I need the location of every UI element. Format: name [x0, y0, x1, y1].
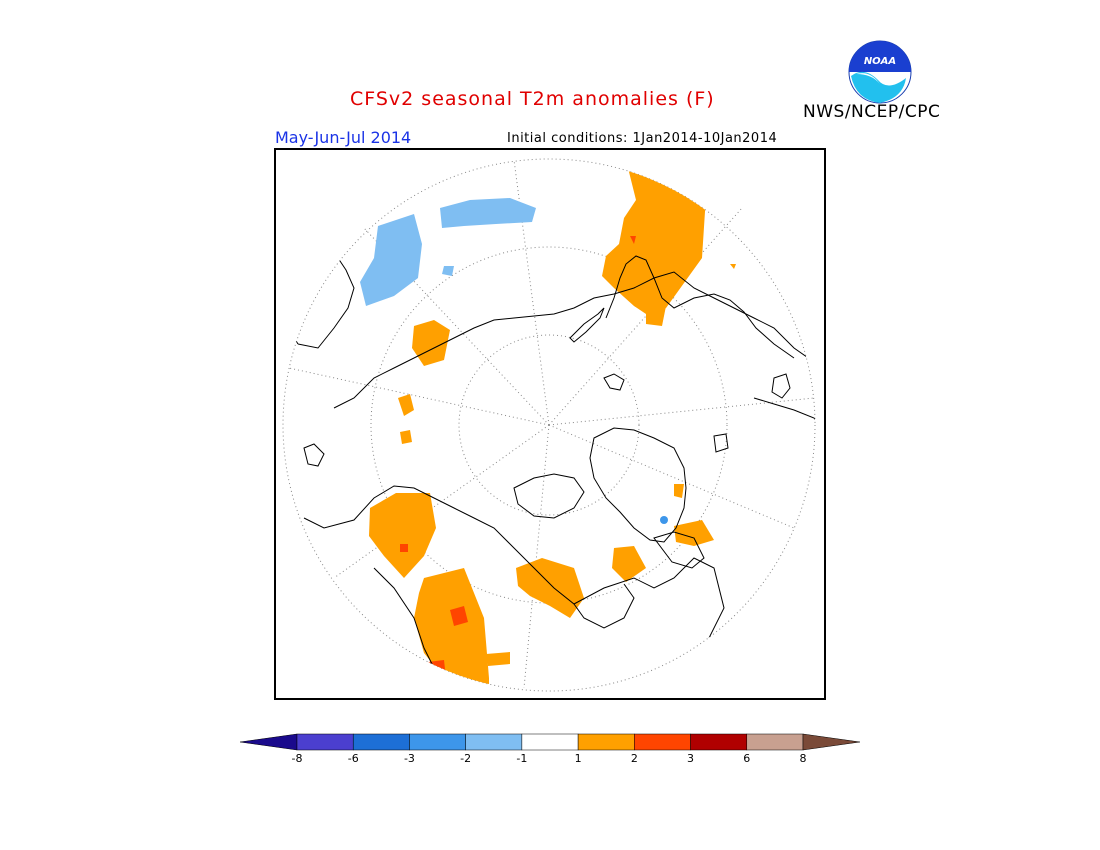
warm-patch-alaska: [369, 493, 436, 578]
cool-patch-northpacific: [440, 198, 536, 228]
warm2-patch-europe: [630, 236, 636, 244]
colorbar-swatch: [409, 733, 466, 751]
coastline-europe: [753, 397, 815, 429]
colorbar-swatch: [521, 733, 579, 751]
meridian: [548, 207, 743, 426]
meridian: [548, 424, 795, 529]
meridian: [288, 367, 550, 426]
colorbar-swatch: [465, 733, 523, 751]
coastline-novaya-zemlya: [569, 307, 605, 343]
coastline-british-isles: [771, 373, 791, 399]
coastlines: [287, 255, 815, 691]
graticule: [282, 158, 816, 692]
colorbar: [240, 733, 860, 751]
logo-text: NOAA: [864, 56, 896, 67]
coastline-japan: [303, 443, 325, 467]
map-title: CFSv2 seasonal T2m anomalies (F): [350, 88, 715, 110]
warm-patch-western-us: [414, 568, 489, 691]
warm-patch-greenland: [516, 558, 584, 618]
cool-patch-point: [660, 516, 668, 524]
colorbar-tick-label: -6: [347, 752, 359, 765]
polar-map: [274, 148, 826, 700]
colorbar-tick-label: 8: [799, 752, 807, 765]
initial-conditions: Initial conditions: 1Jan2014-10Jan2014: [507, 131, 778, 146]
colorbar-tick-label: -2: [460, 752, 472, 765]
coastline-siberia: [333, 271, 815, 409]
colorbar-tick-label: -3: [403, 752, 415, 765]
latitude-circle-inner: [458, 334, 640, 516]
coastline-canada-archipelago: [513, 473, 585, 519]
colorbar-swatch: [690, 733, 748, 751]
anomaly-shading: [360, 160, 736, 691]
warm-patch-scandinavia: [646, 300, 666, 326]
meridian: [548, 397, 815, 426]
warm-patch-small: [674, 484, 684, 498]
colorbar-swatch: [352, 733, 410, 751]
colorbar-tick-label: 2: [630, 752, 638, 765]
coastline-scandinavia: [605, 255, 795, 359]
coastline-baffin: [653, 531, 705, 569]
warm-patch-baffin: [674, 520, 714, 546]
colorbar-end-low: [240, 733, 298, 751]
colorbar-tick-label: -8: [291, 752, 303, 765]
forecast-period: May-Jun-Jul 2014: [275, 128, 412, 147]
warm-patch-small: [730, 264, 736, 269]
coastline-hudson-bay: [573, 583, 635, 629]
warm-patch-small: [486, 652, 510, 666]
colorbar-swatch: [577, 733, 635, 751]
coastline-svalbard: [603, 373, 625, 391]
warm2-patch-alaska: [400, 544, 408, 552]
agency-label: NWS/NCEP/CPC: [803, 102, 941, 122]
cool-patch-pacific: [360, 214, 422, 306]
colorbar-swatch: [634, 733, 691, 751]
colorbar-swatch: [746, 733, 804, 751]
warm-patch-kamchatka: [398, 394, 414, 416]
colorbar-tick-label: 1: [574, 752, 582, 765]
warm-patch-europe: [602, 160, 706, 318]
coastline-greenland: [589, 427, 687, 543]
colorbar-swatch: [296, 733, 354, 751]
latitude-circle-outer: [282, 158, 816, 692]
colorbar-tick-label: 3: [687, 752, 695, 765]
warm-patch-hudson: [612, 546, 646, 582]
colorbar-tick-label: 6: [743, 752, 751, 765]
meridian: [523, 424, 550, 689]
warm2-patch-western-us: [450, 606, 468, 626]
latitude-circle-mid: [370, 246, 728, 604]
coastline-north-america: [303, 485, 725, 689]
colorbar-tick-label: -1: [516, 752, 528, 765]
warm-patch-kamchatka-2: [400, 430, 412, 444]
map-border: [274, 148, 826, 700]
coastline-iceland: [713, 433, 729, 453]
meridian: [513, 159, 550, 426]
colorbar-end-high: [802, 733, 860, 751]
noaa-logo: NOAA: [848, 40, 912, 104]
cool-patch-small: [442, 266, 454, 276]
